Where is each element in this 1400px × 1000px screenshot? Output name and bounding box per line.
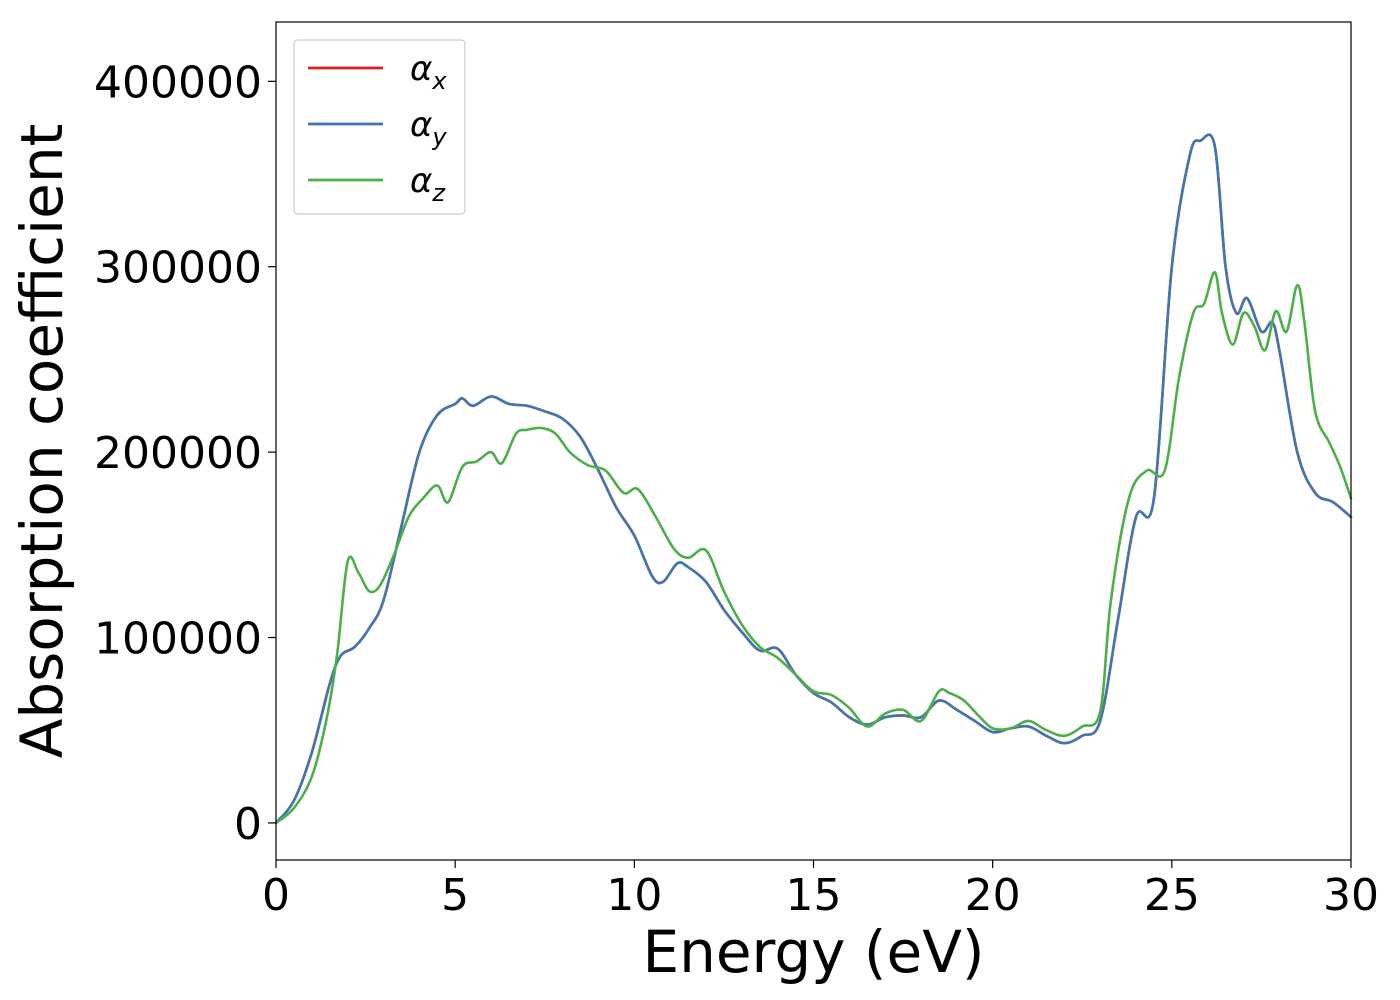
y-axis: 0 100000 200000 300000 400000 <box>94 57 276 850</box>
legend-label-subscript: y <box>431 123 447 151</box>
y-tick-label: 400000 <box>94 57 262 108</box>
legend-label-subscript: x <box>431 67 447 95</box>
y-tick-label: 100000 <box>94 614 262 665</box>
y-axis-label: Absorption coefficient <box>8 124 76 759</box>
series-line-alpha-z <box>274 270 1353 825</box>
legend-label-base: α <box>410 105 432 145</box>
series-line-alpha-y <box>274 133 1353 825</box>
legend-label-base: α <box>410 49 432 89</box>
x-tick-label: 10 <box>606 870 662 921</box>
x-tick-label: 30 <box>1323 870 1379 921</box>
x-axis-label: Energy (eV) <box>642 918 984 986</box>
legend-label-base: α <box>410 161 432 201</box>
x-tick-label: 25 <box>1144 870 1200 921</box>
x-tick-label: 20 <box>965 870 1021 921</box>
series-layer <box>274 133 1353 825</box>
x-tick-label: 0 <box>262 870 290 921</box>
y-tick-label: 0 <box>234 799 262 850</box>
x-tick-label: 5 <box>441 870 469 921</box>
legend-label-subscript: z <box>431 179 446 207</box>
x-tick-label: 15 <box>786 870 842 921</box>
y-tick-label: 300000 <box>94 243 262 294</box>
legend-label-alpha-z: αz <box>410 161 446 207</box>
legend-label-alpha-y: αy <box>410 105 447 151</box>
legend-label-alpha-x: αx <box>410 49 447 95</box>
legend-box <box>293 39 466 215</box>
y-tick-label: 200000 <box>94 428 262 479</box>
x-axis: 0 5 10 15 20 25 30 <box>262 860 1379 921</box>
